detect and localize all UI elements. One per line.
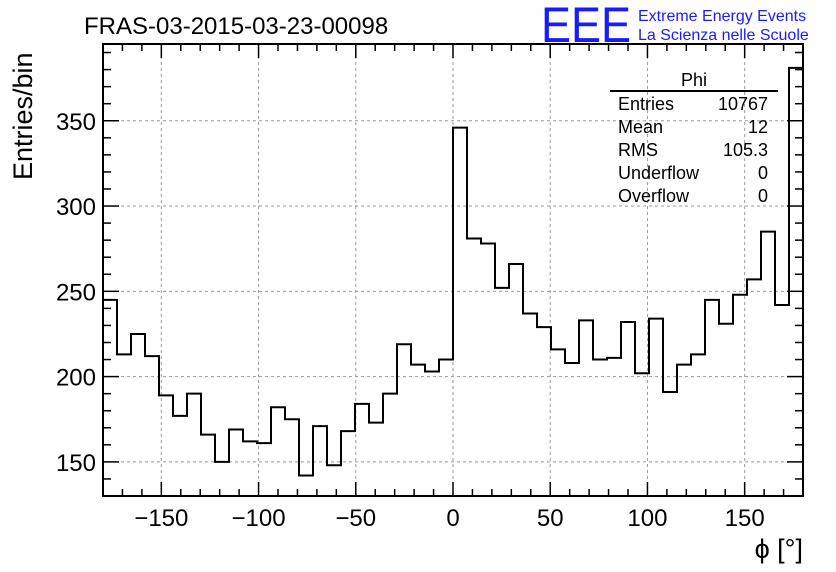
histogram-series-line bbox=[103, 66, 803, 477]
stats-value-underflow: 0 bbox=[758, 163, 768, 183]
y-tick-label: 150 bbox=[56, 450, 96, 477]
y-tick-label: 200 bbox=[56, 365, 96, 392]
stats-name: Phi bbox=[681, 70, 707, 90]
axis-ticks bbox=[102, 44, 804, 497]
y-tick-label: 250 bbox=[56, 279, 96, 306]
stats-label-mean: Mean bbox=[618, 117, 663, 137]
y-axis-label: Entries/bin bbox=[8, 52, 38, 180]
stats-box: Phi Entries 10767 Mean 12 RMS 105.3 Unde… bbox=[610, 70, 778, 206]
stats-label-entries: Entries bbox=[618, 94, 674, 114]
x-axis-label: ϕ [°] bbox=[755, 534, 803, 564]
stats-value-rms: 105.3 bbox=[723, 140, 768, 160]
x-tick-label: −50 bbox=[335, 505, 376, 532]
x-tick-label: 0 bbox=[446, 505, 459, 532]
x-tick-label: 100 bbox=[627, 505, 667, 532]
stats-value-overflow: 0 bbox=[758, 186, 768, 206]
eee-logo-line-2: La Scienza nelle Scuole bbox=[638, 27, 809, 44]
stats-value-mean: 12 bbox=[748, 117, 768, 137]
eee-logo: EEE Extreme Energy Events La Scienza nel… bbox=[541, 0, 809, 53]
x-tick-labels: −150 −100 −50 0 50 100 150 bbox=[134, 505, 764, 532]
x-tick-label: −150 bbox=[134, 505, 188, 532]
stats-label-underflow: Underflow bbox=[618, 163, 700, 183]
x-tick-label: 150 bbox=[725, 505, 765, 532]
stats-value-entries: 10767 bbox=[718, 94, 768, 114]
y-tick-label: 300 bbox=[56, 194, 96, 221]
eee-logo-line-1: Extreme Energy Events bbox=[638, 8, 806, 25]
stats-label-overflow: Overflow bbox=[618, 186, 690, 206]
chart-title: FRAS-03-2015-03-23-00098 bbox=[84, 13, 388, 40]
y-tick-labels: 150 200 250 300 350 bbox=[56, 109, 96, 477]
x-tick-label: −100 bbox=[232, 505, 286, 532]
y-tick-label: 350 bbox=[56, 109, 96, 136]
stats-label-rms: RMS bbox=[618, 140, 658, 160]
x-tick-label: 50 bbox=[537, 505, 564, 532]
eee-logo-text: EEE bbox=[541, 0, 631, 53]
